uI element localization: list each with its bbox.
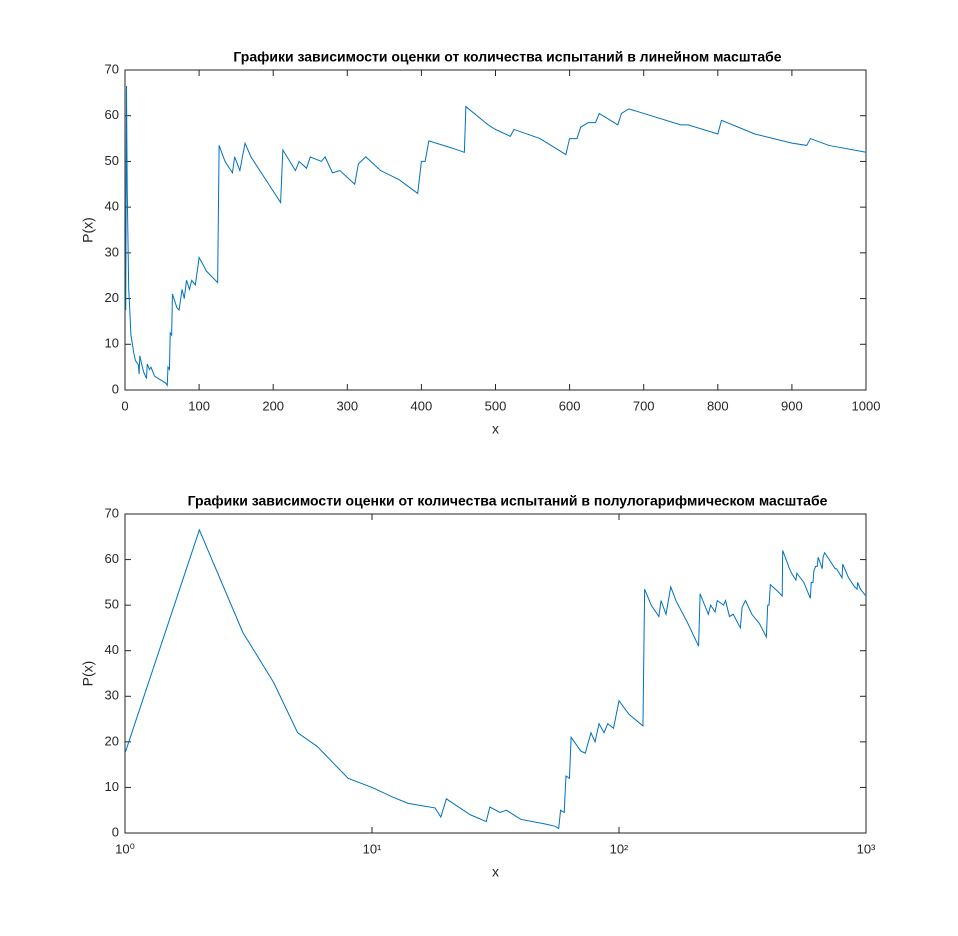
axes-box: [124, 69, 867, 391]
x-axis-label: x: [492, 421, 499, 437]
y-tick-label: 10: [105, 336, 119, 351]
y-tick-label: 60: [105, 107, 119, 122]
chart-title: Графики зависимости оценки от количества…: [233, 49, 781, 65]
y-tick-label: 50: [105, 153, 119, 168]
x-tick-label: 0: [121, 398, 128, 413]
x-tick-label: 100: [188, 398, 210, 413]
y-tick-label: 30: [105, 244, 119, 259]
y-tick-label: 20: [105, 290, 119, 305]
x-tick-label: 1000: [852, 398, 881, 413]
x-tick-label: 300: [336, 398, 358, 413]
y-tick-label: 70: [105, 61, 119, 76]
x-tick-label: 700: [633, 398, 655, 413]
data-line: [125, 85, 867, 388]
x-tick-label: 10²: [610, 841, 629, 856]
chart-title: Графики зависимости оценки от количества…: [188, 493, 828, 509]
y-tick-label: 30: [105, 688, 119, 703]
x-axis-label: x: [492, 864, 499, 880]
x-tick-label: 600: [559, 398, 581, 413]
y-axis-label: P(x): [80, 661, 96, 687]
y-tick-label: 60: [105, 551, 119, 566]
y-axis-label: P(x): [80, 217, 96, 243]
x-tick-label: 10¹: [363, 841, 382, 856]
x-tick-label: 500: [485, 398, 507, 413]
y-tick-label: 50: [105, 597, 119, 612]
axes-box: [124, 513, 867, 834]
y-tick-label: 0: [112, 824, 119, 839]
x-tick-label: 200: [262, 398, 284, 413]
y-tick-label: 20: [105, 733, 119, 748]
x-tick-label: 900: [781, 398, 803, 413]
x-tick-label: 10³: [857, 841, 876, 856]
x-tick-label: 800: [707, 398, 729, 413]
y-tick-label: 40: [105, 642, 119, 657]
x-tick-label: 400: [411, 398, 433, 413]
x-tick-label: 10⁰: [115, 841, 135, 856]
y-tick-label: 70: [105, 505, 119, 520]
data-line: [124, 528, 867, 830]
y-tick-label: 10: [105, 779, 119, 794]
y-tick-label: 0: [112, 381, 119, 396]
y-tick-label: 40: [105, 199, 119, 214]
